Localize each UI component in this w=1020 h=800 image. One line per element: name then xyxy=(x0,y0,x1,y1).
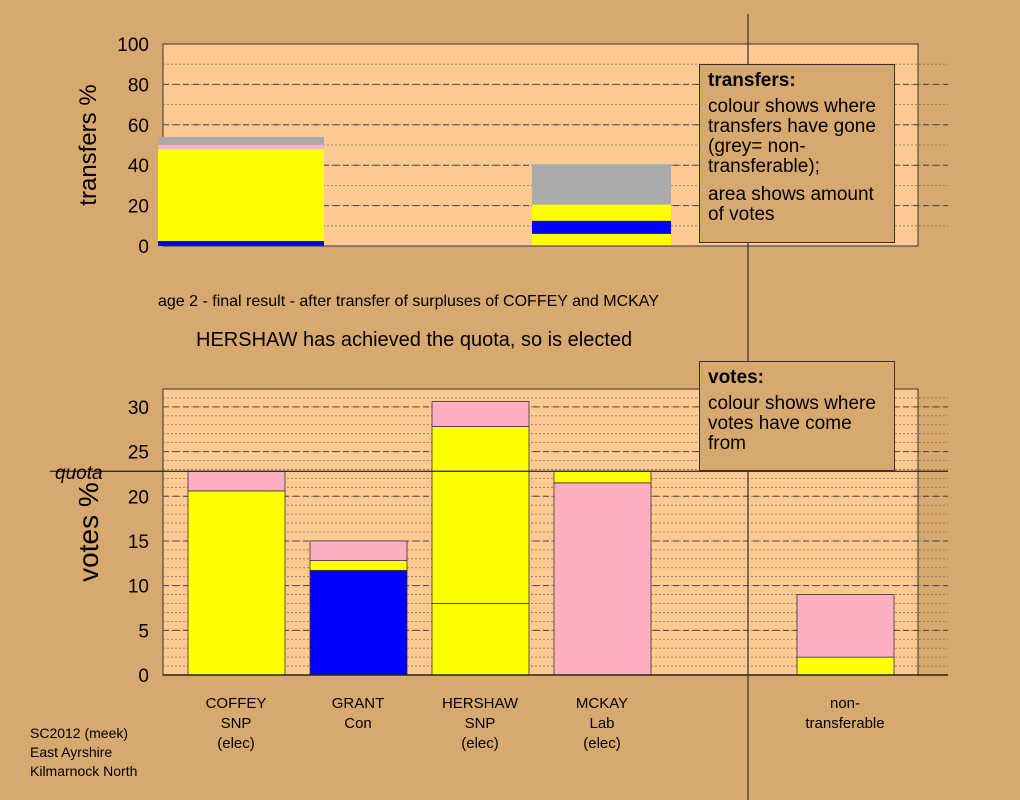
bar-segment-snp xyxy=(532,233,671,246)
votes-legend-line-1: colour shows where votes have come from xyxy=(708,393,876,454)
quota-label: quota xyxy=(55,463,103,484)
votes-legend: votes: colour shows where votes have com… xyxy=(699,361,895,471)
y-tick-label: 60 xyxy=(128,116,149,137)
y-tick-label: 5 xyxy=(138,621,149,642)
candidate-name: GRANT xyxy=(331,695,385,712)
bar-segment-lab xyxy=(431,401,530,427)
bar-segment-snp xyxy=(796,656,895,676)
bar-segment-snp xyxy=(431,426,530,604)
footer-line-2: East Ayrshire xyxy=(30,744,113,760)
candidate-status: (elec) xyxy=(217,735,255,752)
bar-segment-snp xyxy=(553,470,652,484)
candidate-label-non-transferable: non- transferable xyxy=(785,694,905,734)
candidate-party: transferable xyxy=(805,715,885,732)
bar-segment-snp xyxy=(187,490,286,676)
transfers-legend-line-2: area shows amount of votes xyxy=(708,184,874,225)
y-tick-label: 0 xyxy=(138,666,149,687)
y-tick-label: 0 xyxy=(138,237,149,258)
elected-note: HERSHAW has achieved the quota, so is el… xyxy=(196,329,633,351)
candidate-party: SNP xyxy=(220,715,252,732)
y-tick-label: 80 xyxy=(128,75,149,96)
bar-segment-non-transferable xyxy=(532,164,671,205)
y-tick-label: 20 xyxy=(128,197,149,218)
bar-segment-con xyxy=(309,570,408,676)
stage-caption: age 2 - final result - after transfer of… xyxy=(158,293,659,310)
bar-segment-con xyxy=(158,240,324,246)
y-axis-label: transfers % xyxy=(75,84,102,205)
bar-segment-lab xyxy=(553,482,652,676)
candidate-status: (elec) xyxy=(583,735,621,752)
y-tick-label: 25 xyxy=(128,443,149,464)
footer-line-1: SC2012 (meek) xyxy=(30,725,129,741)
y-tick-label: 40 xyxy=(128,156,149,177)
candidate-label-grant: GRANT Con xyxy=(298,694,418,734)
footer-note: SC2012 (meek) East Ayrshire Kilmarnock N… xyxy=(30,724,137,781)
transfers-legend-title: transfers: xyxy=(708,70,796,91)
bar-segment-snp xyxy=(158,149,324,241)
bar-segment-lab xyxy=(158,145,324,150)
candidate-party: Lab xyxy=(589,715,615,732)
footer-line-3: Kilmarnock North xyxy=(30,763,138,779)
candidate-status: (elec) xyxy=(461,735,499,752)
bar-segment-snp xyxy=(309,560,408,571)
y-axis-label: votes % xyxy=(73,482,104,582)
y-tick-label: 30 xyxy=(128,398,149,419)
candidate-name: HERSHAW xyxy=(441,695,519,712)
bar-segment-lab xyxy=(796,594,895,658)
y-tick-label: 15 xyxy=(128,532,149,553)
candidate-party: SNP xyxy=(464,715,496,732)
candidate-name: MCKAY xyxy=(575,695,629,712)
candidate-name: COFFEY xyxy=(205,695,267,712)
candidate-name: non- xyxy=(829,695,861,712)
candidate-label-hershaw: HERSHAW SNP (elec) xyxy=(420,694,540,754)
y-tick-label: 10 xyxy=(128,577,149,598)
bar-segment-lab xyxy=(187,470,286,492)
y-tick-label: 100 xyxy=(117,35,149,56)
transfers-legend-line-1: colour shows where transfers have gone (… xyxy=(708,96,876,177)
bar-segment-snp xyxy=(431,603,530,676)
candidate-label-coffey: COFFEY SNP (elec) xyxy=(176,694,296,754)
bar-segment-lab xyxy=(309,540,408,562)
y-tick-label: 20 xyxy=(128,487,149,508)
bar-segment-non-transferable xyxy=(158,136,324,145)
votes-legend-title: votes: xyxy=(708,367,764,388)
candidate-party: Con xyxy=(344,715,372,732)
transfers-legend: transfers: colour shows where transfers … xyxy=(699,64,895,243)
bar-segment-snp xyxy=(532,204,671,221)
candidate-label-mckay: MCKAY Lab (elec) xyxy=(542,694,662,754)
bar-segment-con xyxy=(532,220,671,234)
